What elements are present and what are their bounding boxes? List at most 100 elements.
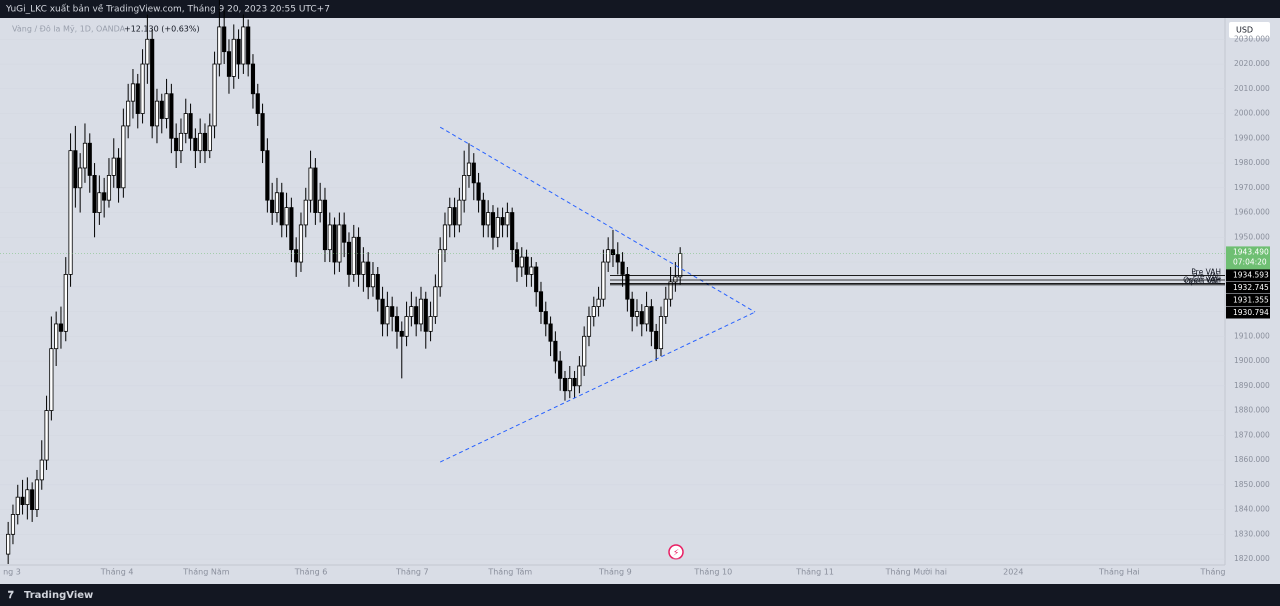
candle-body	[471, 162, 476, 184]
y-tick-label: 1970.000	[1234, 183, 1270, 192]
header-text: YuGi_LKC xuất bản về TradingView.com, Th…	[5, 4, 330, 15]
x-tick-label: Tháng Mười hai	[885, 567, 947, 577]
candle-body	[510, 212, 515, 251]
candle-body	[562, 377, 568, 392]
candle-body	[342, 224, 347, 243]
header-bar	[0, 0, 1280, 18]
last-price-box	[1226, 246, 1270, 270]
candle-body	[294, 249, 299, 263]
candle-body	[577, 365, 582, 387]
candle-body	[164, 93, 169, 119]
candle-body	[126, 100, 131, 127]
candle-body	[370, 274, 376, 288]
candle-body	[207, 125, 212, 152]
candle-body	[121, 125, 126, 189]
last-price-label: 1943.490	[1233, 247, 1269, 256]
y-tick-label: 1980.000	[1234, 158, 1270, 167]
x-tick-label: Tháng Tám	[487, 568, 532, 577]
candle-body	[217, 26, 222, 65]
candle-body	[150, 38, 155, 127]
y-tick-label: 1910.000	[1234, 331, 1270, 340]
y-tick-label: 1900.000	[1234, 356, 1270, 365]
candle-body	[49, 348, 54, 411]
candle-body	[188, 113, 193, 139]
candle-body	[106, 175, 112, 201]
event-icon-glyph: ⚡	[673, 549, 679, 559]
candle-body	[668, 281, 673, 300]
currency-box[interactable]	[1229, 22, 1270, 38]
candle-body	[174, 137, 179, 152]
level-price-box	[1226, 281, 1270, 294]
candle-body	[418, 298, 424, 325]
candle-body	[361, 261, 366, 275]
x-tick-label: Tháng 11	[795, 568, 834, 577]
candle-body	[135, 83, 140, 114]
candle-body	[73, 150, 78, 189]
candle-body	[54, 323, 59, 350]
y-tick-label: 1860.000	[1234, 455, 1270, 464]
y-tick-label: 2030.000	[1234, 34, 1270, 43]
candle-body	[303, 199, 308, 226]
x-tick-label: Tháng 10	[693, 568, 732, 577]
candle-body	[279, 192, 284, 226]
level-price-box	[1226, 294, 1270, 306]
candle-body	[606, 249, 611, 263]
y-tick-label: 2010.000	[1234, 84, 1270, 93]
candle-body	[58, 323, 64, 332]
x-tick-label: 2024	[1003, 568, 1023, 577]
candle-body	[92, 175, 97, 213]
legend-change: +12.130 (+0.63%)	[124, 25, 200, 34]
candle-body	[394, 316, 400, 332]
level-price-box	[1226, 269, 1270, 281]
candle-body	[375, 274, 380, 300]
candle-body	[481, 199, 486, 226]
candle-body	[178, 132, 184, 152]
candle-body	[452, 207, 457, 226]
x-tick-label: Tháng	[1199, 568, 1225, 577]
candle-body	[495, 217, 500, 238]
candle-body	[567, 377, 572, 392]
y-tick-label: 1890.000	[1234, 381, 1270, 390]
candle-body	[438, 249, 443, 288]
candle-body	[490, 212, 496, 238]
candle-body	[15, 496, 20, 515]
currency-label: USD	[1236, 26, 1253, 35]
candle-body	[649, 306, 654, 332]
candle-body	[514, 249, 520, 268]
y-tick-label: 1840.000	[1234, 505, 1270, 514]
x-tick-label: Tháng 7	[395, 568, 429, 577]
candle-body	[193, 137, 198, 152]
candle-body	[255, 93, 260, 114]
candle-body	[231, 38, 236, 77]
candle-body	[82, 142, 88, 169]
y-tick-label: 2020.000	[1234, 59, 1270, 68]
trendline	[439, 126, 756, 313]
candle-body	[625, 274, 630, 300]
candle-body	[505, 212, 510, 226]
candle-body	[145, 38, 150, 65]
candle-body	[20, 496, 25, 506]
candle-body	[34, 479, 40, 510]
y-tick-label: 2000.000	[1234, 109, 1270, 118]
candle-body	[241, 26, 246, 65]
level-name: Pre VAH	[1191, 267, 1221, 276]
candle-body	[385, 306, 390, 325]
candle-body	[30, 489, 35, 510]
candle-body	[462, 175, 467, 201]
candle-body	[572, 377, 577, 387]
candle-body	[260, 113, 265, 152]
candle-body	[308, 167, 313, 201]
candle-body	[250, 63, 256, 95]
candle-body	[658, 316, 664, 350]
level-name: Open VAH	[1183, 275, 1221, 284]
candle-body	[327, 224, 332, 251]
candle-body	[548, 323, 553, 342]
candle-body	[274, 192, 280, 213]
candle-body	[553, 340, 558, 362]
candle-body	[529, 266, 534, 275]
candle-body	[620, 261, 625, 275]
level-name: Pre VAL	[1193, 272, 1222, 281]
y-tick-label: 1850.000	[1234, 480, 1270, 489]
candle-body	[322, 199, 328, 251]
